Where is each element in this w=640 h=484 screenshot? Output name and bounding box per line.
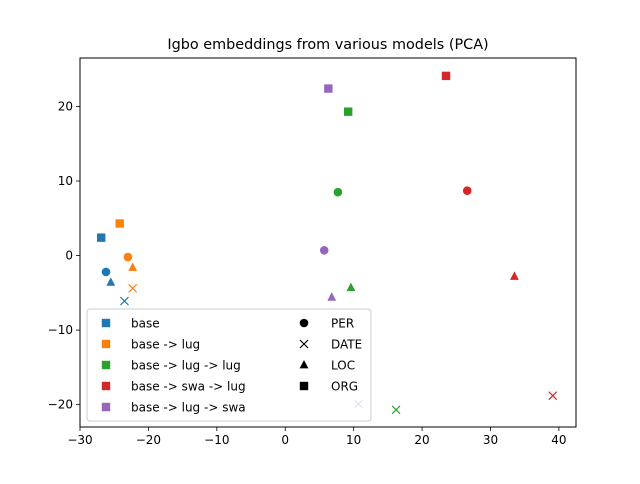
point-base-swa-lug-org xyxy=(441,71,451,81)
legend-label: base -> lug -> lug xyxy=(131,359,241,373)
legend-label: ORG xyxy=(331,380,358,394)
legend-marker-base-lug-swa xyxy=(101,402,111,412)
point-base-lug-loc xyxy=(128,262,138,271)
data-points xyxy=(97,71,558,415)
legend-marker-org xyxy=(299,381,309,391)
point-base-lug-swa-per xyxy=(319,246,329,255)
x-tick-label: −20 xyxy=(136,433,161,447)
legend-marker-base-lug xyxy=(101,339,111,349)
x-axis: −30 −20 −10 0 10 20 30 40 xyxy=(67,427,567,447)
legend-label: base -> swa -> lug xyxy=(131,380,246,394)
x-tick-label: 10 xyxy=(346,433,361,447)
y-tick-label: −10 xyxy=(48,323,73,337)
legend-marker-loc xyxy=(299,360,309,369)
point-base-swa-lug-loc xyxy=(510,271,519,280)
point-base-per xyxy=(101,267,111,277)
point-base-lug-lug-org xyxy=(343,107,353,116)
legend-label: base -> lug xyxy=(131,338,200,352)
x-tick-label: 30 xyxy=(483,433,498,447)
point-base-lug-per xyxy=(123,252,133,262)
point-base-date xyxy=(120,296,129,306)
y-tick-label: 10 xyxy=(58,174,73,188)
x-tick-label: −30 xyxy=(67,433,92,447)
plot-frame xyxy=(79,57,577,428)
point-base-swa-lug-per xyxy=(462,186,472,195)
point-base-loc xyxy=(106,277,116,286)
point-base-lug-date xyxy=(128,283,138,293)
legend-marker-base-swa-lug xyxy=(101,381,111,391)
legend-label: PER xyxy=(331,317,354,331)
legend-label: base xyxy=(131,317,160,331)
y-tick-label: 20 xyxy=(58,99,73,113)
x-tick-label: 0 xyxy=(281,433,289,447)
point-base-lug-org xyxy=(115,219,124,228)
point-base-lug-lug-loc xyxy=(346,282,356,291)
point-base-org xyxy=(97,233,106,242)
legend-label: base -> lug -> swa xyxy=(131,401,246,415)
point-base-lug-swa-org xyxy=(324,84,333,93)
point-base-lug-swa-loc xyxy=(327,292,337,301)
x-tick-label: 20 xyxy=(414,433,429,447)
legend-marker-date xyxy=(299,339,309,349)
x-tick-label: 40 xyxy=(551,433,566,447)
point-base-lug-lug-per xyxy=(333,187,343,197)
chart-title: Igbo embeddings from various models (PCA… xyxy=(167,37,488,53)
y-axis: −20 −10 0 10 20 xyxy=(48,99,80,412)
legend-label: LOC xyxy=(331,359,355,373)
y-tick-label: 0 xyxy=(65,249,73,263)
y-tick-label: −20 xyxy=(48,398,73,412)
x-tick-label: −10 xyxy=(204,433,229,447)
legend-marker-base-lug-lug xyxy=(101,360,111,370)
legend-label: DATE xyxy=(331,338,362,352)
legend-marker-per xyxy=(299,318,309,328)
legend-marker-base xyxy=(101,318,111,328)
point-base-swa-lug-date xyxy=(548,391,558,401)
legend-box xyxy=(86,308,372,422)
legend: base base -> lug base -> lug -> lug base ->… xyxy=(86,308,372,422)
point-base-lug-lug-date xyxy=(391,405,401,415)
